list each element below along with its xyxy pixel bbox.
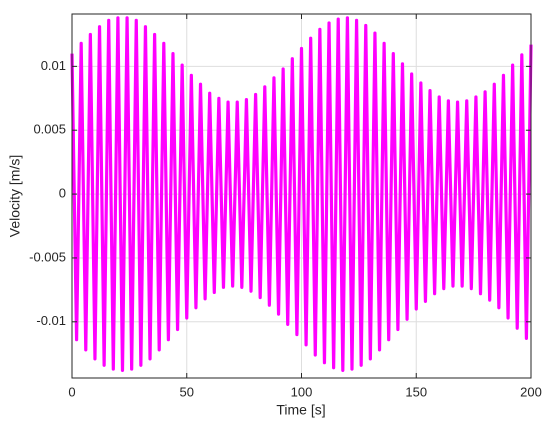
y-tick-label: 0.005 bbox=[33, 122, 66, 137]
x-axis-label: Time [s] bbox=[276, 402, 325, 418]
x-tick-label: 200 bbox=[520, 384, 542, 399]
y-axis-label: Velocity [m/s] bbox=[7, 155, 23, 237]
x-tick-label: 50 bbox=[180, 384, 194, 399]
x-tick-label: 100 bbox=[291, 384, 313, 399]
y-tick-label: -0.005 bbox=[29, 249, 66, 264]
y-tick-label: 0 bbox=[59, 186, 66, 201]
y-tick-label: 0.01 bbox=[41, 58, 66, 73]
data-line bbox=[70, 16, 533, 372]
x-tick-label: 0 bbox=[68, 384, 75, 399]
y-tick-label: -0.01 bbox=[36, 313, 66, 328]
x-tick-label: 150 bbox=[405, 384, 427, 399]
